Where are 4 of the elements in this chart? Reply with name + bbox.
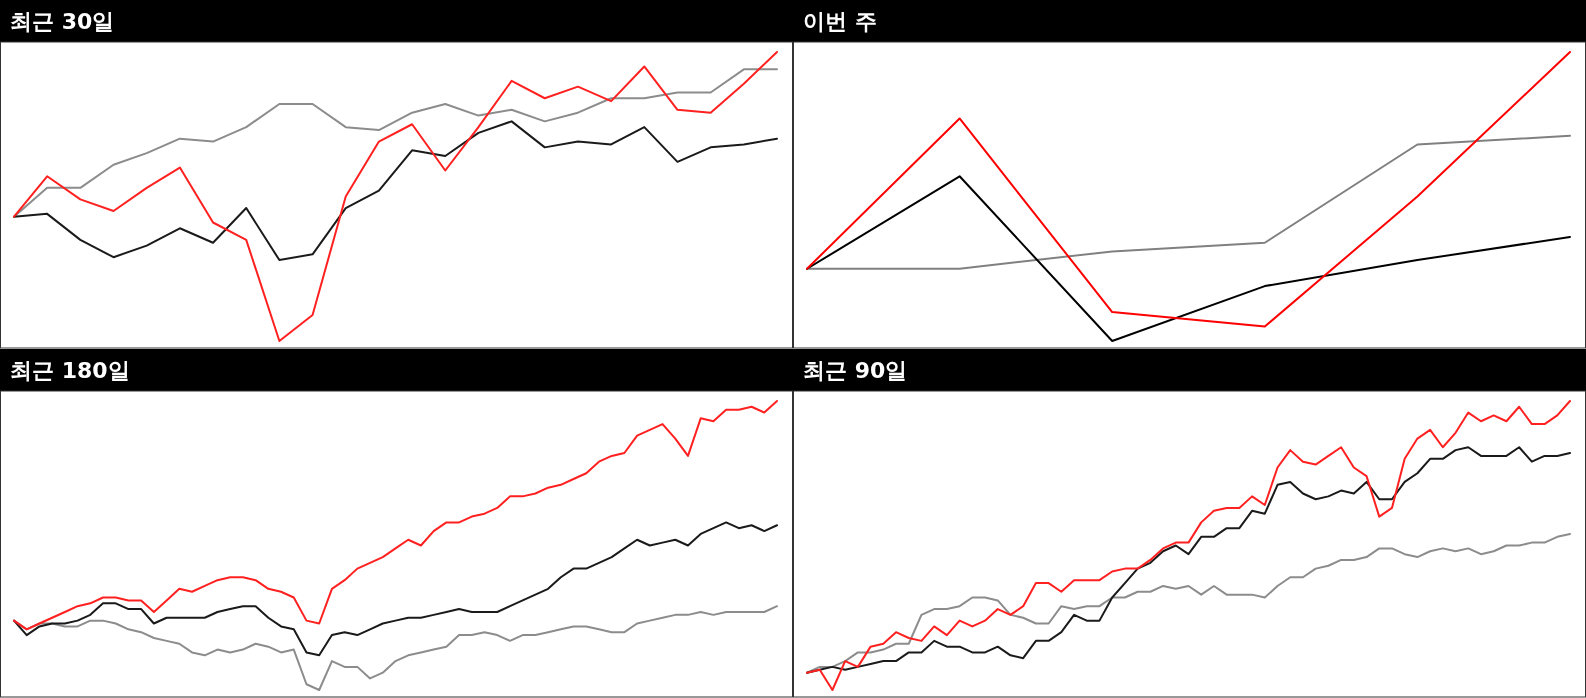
chart-title: 이번 주	[803, 9, 877, 34]
chart-title: 최근 30일	[10, 9, 115, 34]
chart-title: 최근 90일	[803, 358, 908, 383]
chart-title: 최근 180일	[10, 358, 130, 383]
